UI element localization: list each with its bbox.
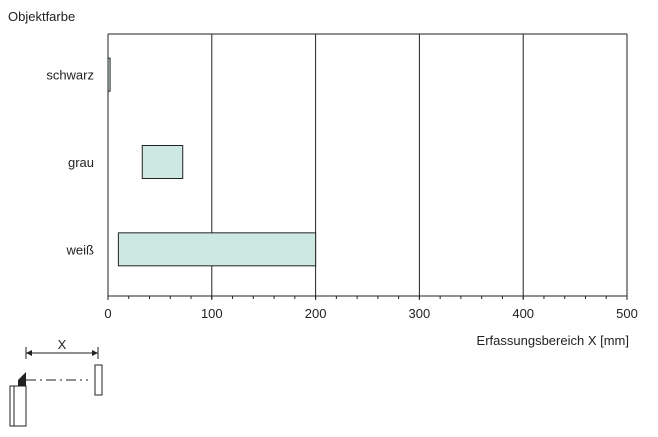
category-labels: schwarz grau weiß (46, 68, 94, 258)
category-label: grau (68, 155, 94, 170)
sensor-schematic: X (9, 337, 103, 427)
x-tick-label: 300 (409, 306, 431, 321)
y-axis-title: Objektfarbe (8, 9, 75, 24)
x-axis-title: Erfassungsbereich X [mm] (477, 333, 629, 348)
target-object (94, 364, 103, 396)
distance-x-label: X (58, 337, 67, 352)
sensor-lens-icon (18, 372, 26, 386)
range-bar (141, 145, 184, 179)
bars (107, 57, 317, 267)
sensor-body (9, 385, 27, 427)
x-tick-label: 200 (305, 306, 327, 321)
x-tick-labels: 0 100 200 300 400 500 (104, 306, 637, 321)
range-bar (117, 232, 317, 267)
category-label: schwarz (46, 68, 94, 83)
x-tick-label: 0 (104, 306, 111, 321)
x-tick-label: 500 (616, 306, 638, 321)
range-bar (107, 57, 111, 92)
x-tick-label: 100 (201, 306, 223, 321)
x-tick-label: 400 (512, 306, 534, 321)
category-label: weiß (66, 242, 95, 257)
